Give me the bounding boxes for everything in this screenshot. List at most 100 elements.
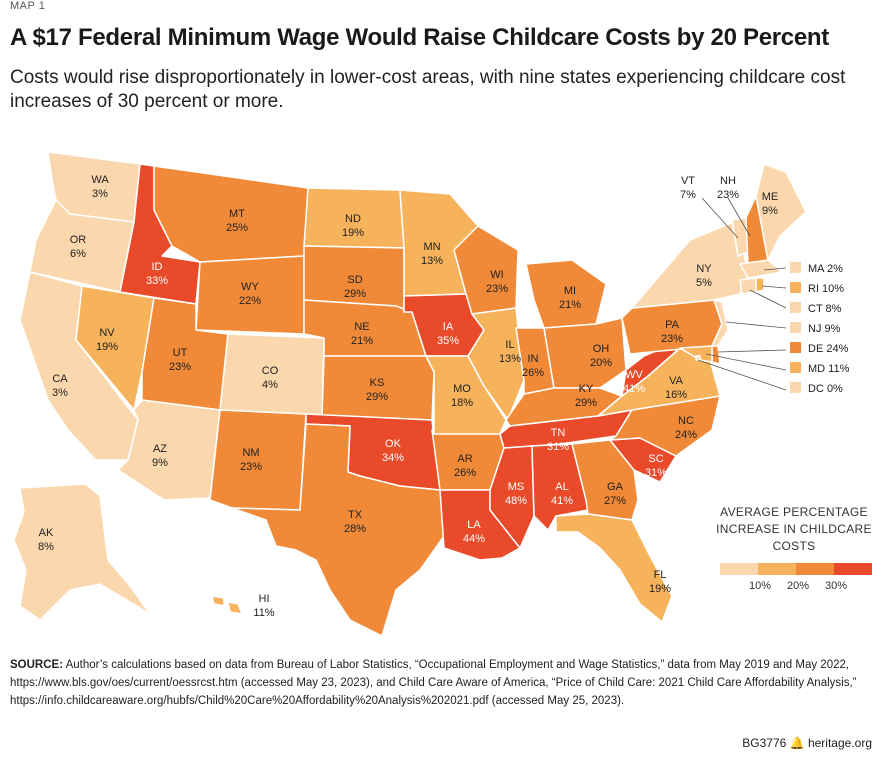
- state-KS: [321, 355, 435, 421]
- state-value-co: 4%: [262, 379, 278, 391]
- small-state-swatch-ri: [790, 282, 801, 293]
- state-label-al: AL: [555, 481, 568, 493]
- small-state-swatch-nj: [790, 322, 801, 333]
- state-label-nd: ND: [345, 213, 361, 225]
- state-value-hi: 11%: [253, 607, 274, 619]
- state-NM: [209, 409, 307, 511]
- state-OH: [543, 317, 627, 389]
- state-label-ky: KY: [579, 383, 594, 395]
- legend-title: AVERAGE PERCENTAGE INCREASE IN CHILDCARE…: [716, 505, 872, 553]
- state-label-il: IL: [505, 339, 514, 351]
- state-MD: [679, 345, 713, 363]
- state-value-al: 41%: [551, 495, 573, 507]
- small-state-swatch-de: [790, 342, 801, 353]
- state-label-or: OR: [70, 234, 87, 246]
- state-value-mt: 25%: [226, 222, 248, 234]
- footer: BG3776 🔔 heritage.org: [742, 736, 872, 750]
- map-subtitle: Costs would rise disproportionately in l…: [10, 67, 846, 112]
- state-value-me: 9%: [762, 205, 778, 217]
- state-DC: [695, 355, 701, 361]
- map-kicker: MAP 1: [10, 0, 46, 12]
- state-value-ar: 26%: [454, 467, 476, 479]
- state-label-ga: GA: [607, 481, 624, 493]
- state-label-in: IN: [528, 353, 539, 365]
- state-label-ca: CA: [52, 373, 68, 385]
- state-MA: [739, 259, 783, 279]
- state-label-ak: AK: [39, 527, 54, 539]
- state-value-ga: 27%: [604, 495, 626, 507]
- state-label-me: ME: [762, 191, 779, 203]
- state-value-id: 33%: [146, 275, 168, 287]
- bell-logo-icon: 🔔: [789, 736, 805, 750]
- state-value-ms: 48%: [505, 495, 527, 507]
- state-value-ak: 8%: [38, 541, 54, 553]
- small-state-label-nj: NJ 9%: [808, 323, 841, 335]
- state-label-ny: NY: [696, 263, 712, 275]
- small-state-swatch-ma: [790, 262, 801, 273]
- state-IL: [467, 307, 525, 421]
- state-value-ia: 35%: [437, 335, 459, 347]
- state-value-mn: 13%: [421, 255, 443, 267]
- state-HI-2: [227, 601, 243, 615]
- state-NV: [75, 285, 155, 411]
- state-value-fl: 19%: [649, 583, 671, 595]
- state-value-ks: 29%: [366, 391, 388, 403]
- state-AK: [13, 483, 151, 621]
- state-value-ut: 23%: [169, 361, 191, 373]
- map-title: A $17 Federal Minimum Wage Would Raise C…: [10, 24, 829, 51]
- legend-color-scale: [720, 563, 880, 577]
- state-RI: [755, 277, 765, 293]
- state-value-tn: 31%: [547, 441, 569, 453]
- small-state-label-ma: MA 2%: [808, 263, 843, 275]
- small-state-swatch-md: [790, 362, 801, 373]
- state-value-in: 26%: [522, 367, 544, 379]
- small-state-swatch-dc: [790, 382, 801, 393]
- state-label-sd: SD: [347, 274, 362, 286]
- state-value-wi: 23%: [486, 283, 508, 295]
- us-choropleth-map: WA 3% OR 6% CA 3% ID 33% NV 19% MT 25% WY 22% UT 23% AZ 9…: [13, 151, 850, 637]
- state-value-nd: 19%: [342, 227, 364, 239]
- state-label-mi: MI: [564, 285, 576, 297]
- state-value-nc: 24%: [675, 429, 697, 441]
- state-label-nv: NV: [99, 327, 115, 339]
- state-label-ar: AR: [457, 453, 472, 465]
- small-state-label-dc: DC 0%: [808, 383, 843, 395]
- source-text: Author’s calculations based on data from…: [10, 659, 857, 707]
- small-state-label-ri: RI 10%: [808, 283, 844, 295]
- source-label: SOURCE:: [10, 659, 64, 671]
- state-label-mn: MN: [423, 241, 440, 253]
- state-label-va: VA: [669, 375, 684, 387]
- small-state-label-de: DE 24%: [808, 343, 849, 355]
- state-label-ok: OK: [385, 438, 402, 450]
- state-label-pa: PA: [665, 319, 680, 331]
- state-value-vt: 7%: [680, 189, 696, 201]
- state-value-nm: 23%: [240, 461, 262, 473]
- state-value-il: 13%: [499, 353, 521, 365]
- state-label-id: ID: [152, 261, 163, 273]
- state-label-oh: OH: [593, 343, 610, 355]
- leader-lines: [697, 197, 787, 391]
- state-value-pa: 23%: [661, 333, 683, 345]
- state-HI: [211, 595, 225, 607]
- state-label-nc: NC: [678, 415, 694, 427]
- state-value-oh: 20%: [590, 357, 612, 369]
- state-label-ks: KS: [370, 377, 385, 389]
- small-state-label-md: MD 11%: [808, 363, 850, 375]
- state-value-ne: 21%: [351, 335, 373, 347]
- state-label-ne: NE: [354, 321, 369, 333]
- state-value-or: 6%: [70, 248, 86, 260]
- state-label-nm: NM: [242, 447, 259, 459]
- state-label-ia: IA: [443, 321, 454, 333]
- state-label-wy: WY: [241, 281, 259, 293]
- state-label-hi: HI: [259, 593, 270, 605]
- legend-tick-30: 30%: [825, 580, 848, 592]
- state-FL: [555, 513, 673, 623]
- state-label-tn: TN: [551, 427, 566, 439]
- state-value-la: 44%: [463, 533, 485, 545]
- state-label-wi: WI: [490, 269, 503, 281]
- state-value-wv: 41%: [623, 383, 645, 395]
- state-value-wy: 22%: [239, 295, 261, 307]
- state-value-va: 16%: [665, 389, 687, 401]
- state-label-sc: SC: [648, 453, 663, 465]
- state-value-az: 9%: [152, 457, 168, 469]
